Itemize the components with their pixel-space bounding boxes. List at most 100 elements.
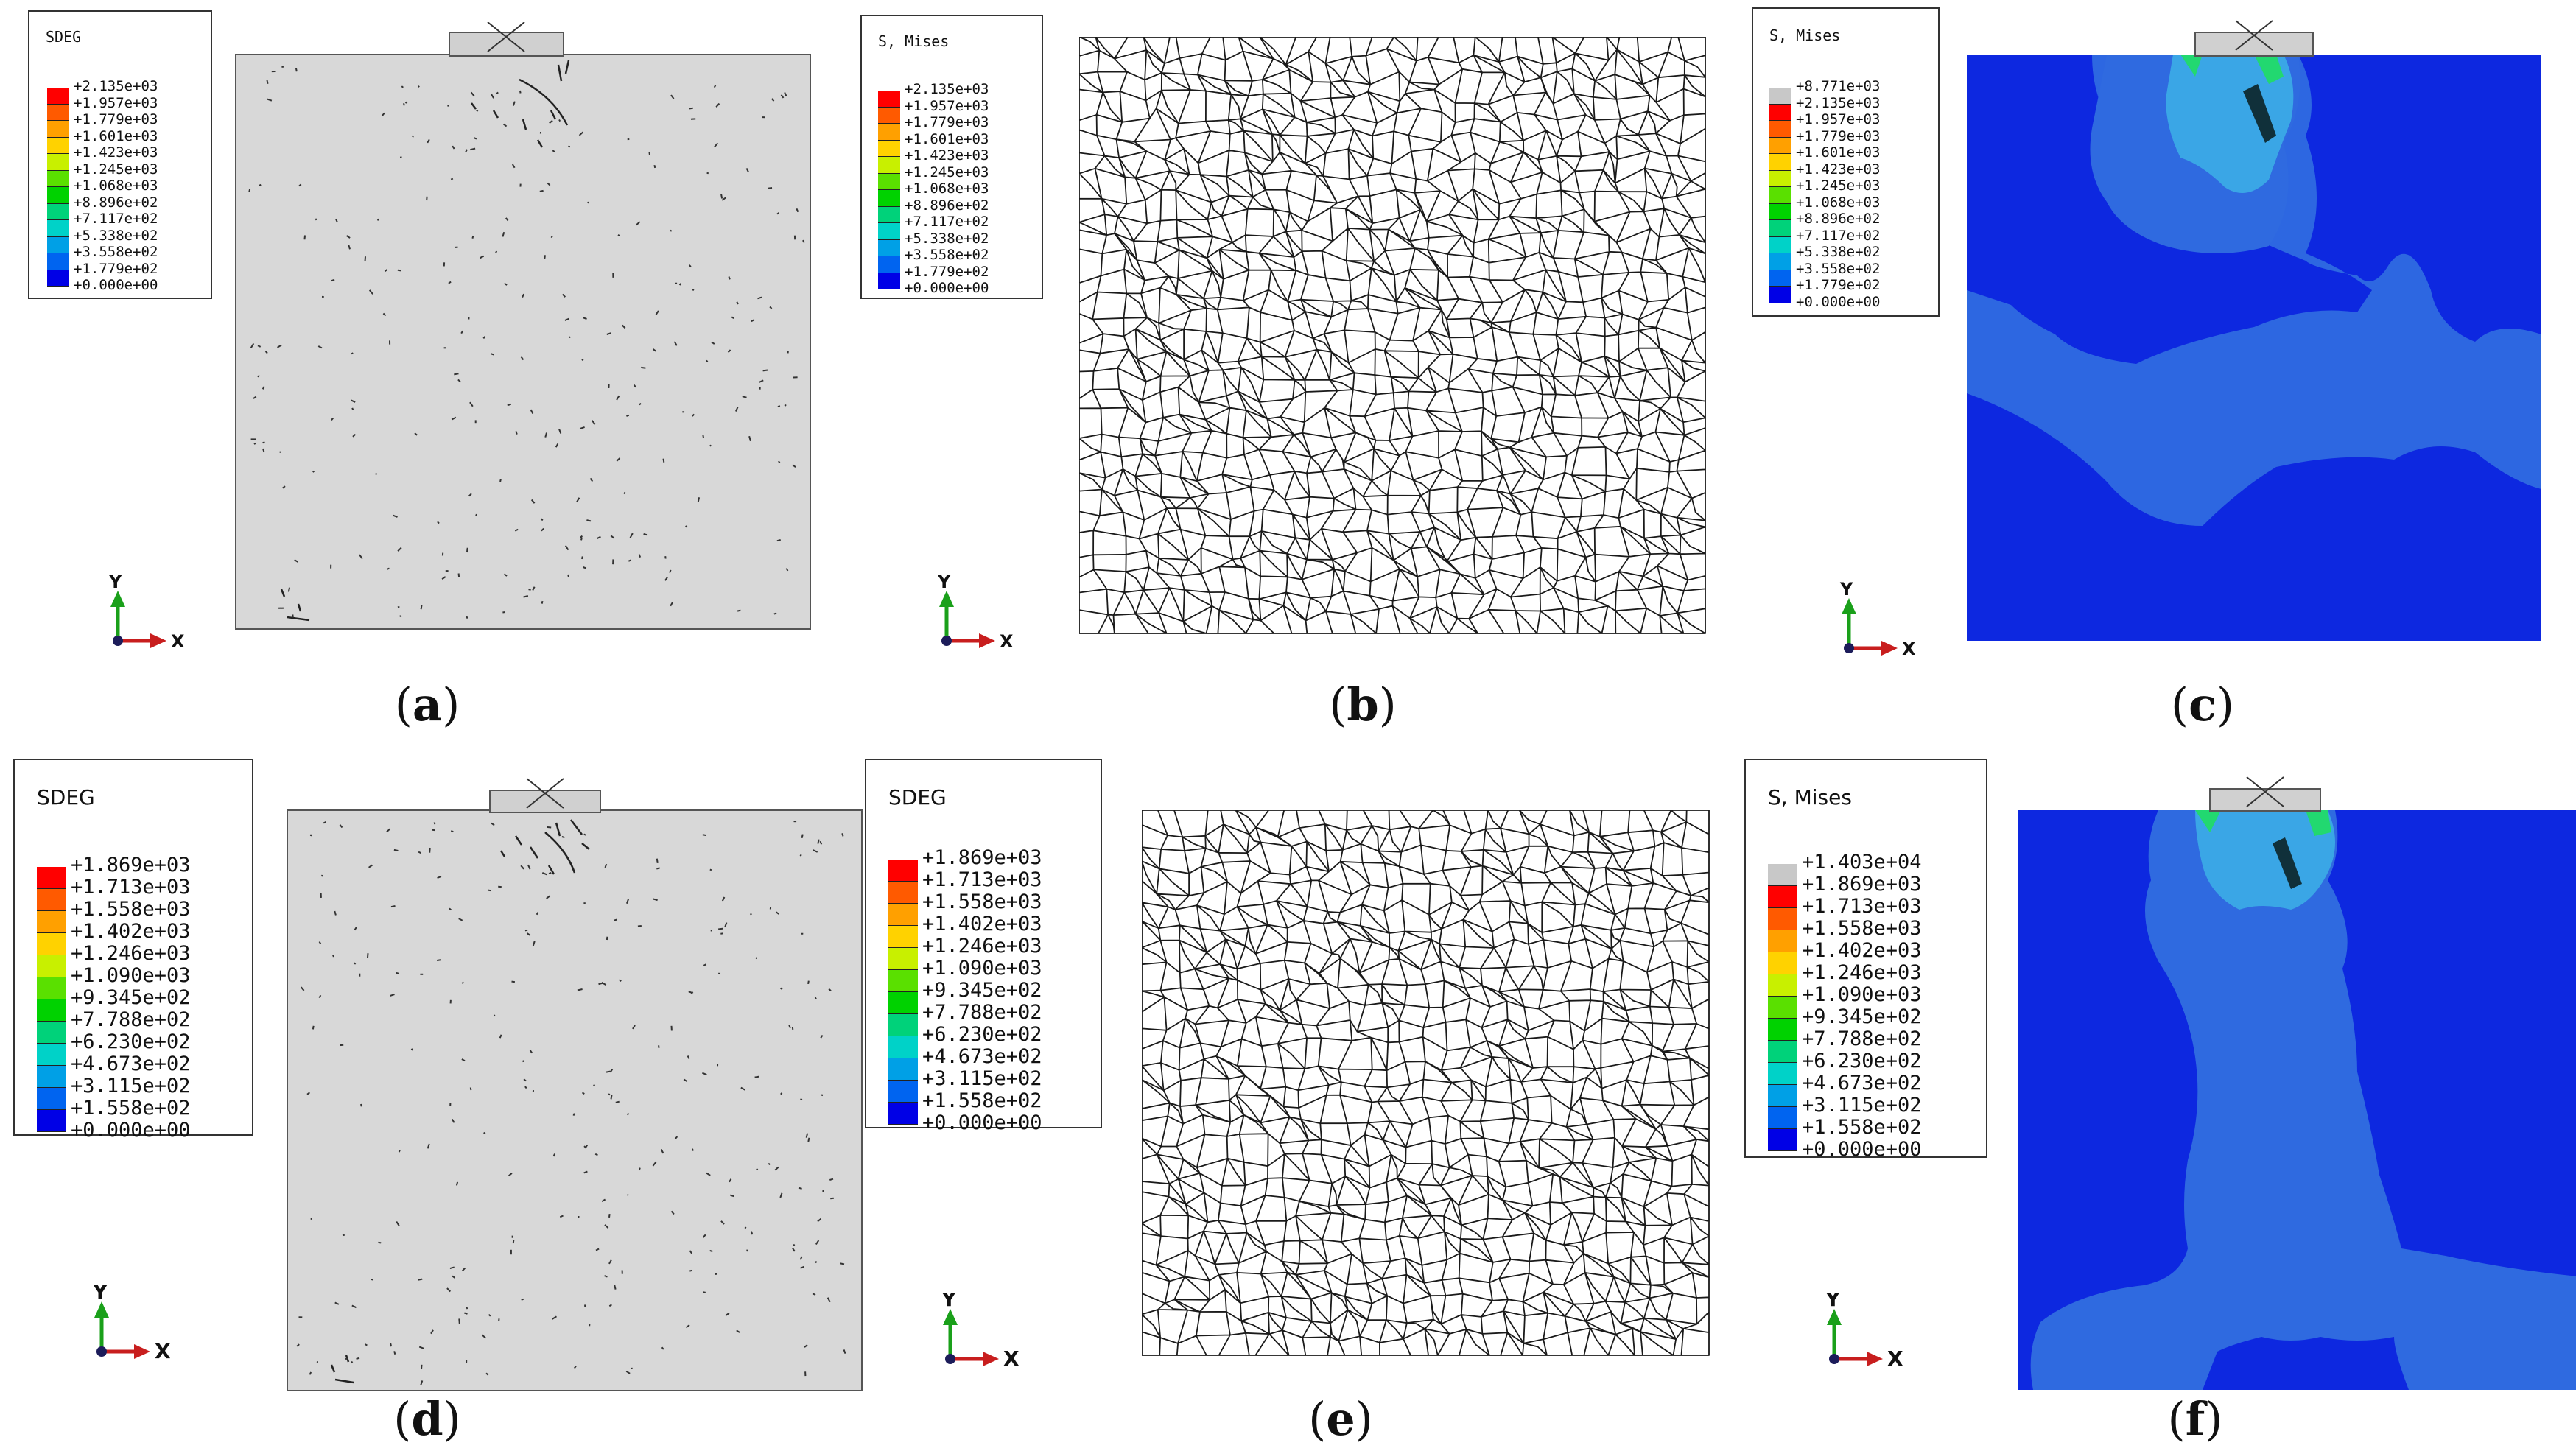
crack-cluster-top <box>471 60 570 148</box>
legend-value: +1.246e+03 <box>922 935 1042 958</box>
axis-triad-icon: Y X <box>937 575 1014 652</box>
legend-title: SDEG <box>37 785 95 809</box>
legend-value: +1.601e+03 <box>74 127 158 144</box>
legend-swatch <box>888 1058 918 1081</box>
axis-triad-icon: Y X <box>108 575 185 652</box>
legend-value: +7.117e+02 <box>905 214 989 230</box>
legend-value: +3.558e+02 <box>1796 260 1881 277</box>
legend-value: +6.230e+02 <box>1802 1050 1922 1072</box>
legend-swatch <box>878 140 900 158</box>
legend-value: +1.068e+03 <box>1796 194 1881 211</box>
legend-value: +1.957e+03 <box>74 94 158 111</box>
legend-swatch <box>37 1088 66 1110</box>
legend-swatch <box>878 256 900 273</box>
legend-title: SDEG <box>46 28 82 46</box>
legend-swatch <box>878 91 900 108</box>
legend-value: +2.135e+03 <box>74 78 158 94</box>
legend-swatch <box>47 236 69 254</box>
crack-cluster-bottom <box>280 589 310 622</box>
legend-value: +9.345e+02 <box>1802 1005 1922 1028</box>
legend-value: +1.423e+03 <box>74 144 158 161</box>
panel-e: SDEG +1.869e+03 +1.713e+03 +1.558e+03 +1.40… <box>854 729 1710 1451</box>
legend-value: +1.558e+03 <box>71 898 191 921</box>
axis-y-label: Y <box>108 575 122 592</box>
voronoi-grain-mesh <box>1079 37 1706 634</box>
legend-swatch <box>1768 1107 1797 1129</box>
legend-value: +1.090e+03 <box>922 957 1042 980</box>
legend-swatch <box>888 860 918 882</box>
axis-y-label: Y <box>1839 582 1853 600</box>
legend-swatch <box>47 170 69 188</box>
legend-value: +8.896e+02 <box>1796 211 1881 227</box>
legend-value: +5.338e+02 <box>905 230 989 247</box>
legend-value: +3.115e+02 <box>71 1075 191 1097</box>
legend-swatch <box>1769 154 1791 171</box>
stress-zone-high <box>2195 810 2335 910</box>
stress-zone-main <box>2030 810 2576 1390</box>
legend-value: +1.779e+03 <box>905 114 989 130</box>
axis-y-label: Y <box>941 1293 957 1311</box>
legend-value: +1.090e+03 <box>1802 983 1922 1006</box>
legend-value: +1.423e+03 <box>1796 161 1881 178</box>
crack-cluster-top <box>499 819 590 875</box>
legend-swatch <box>888 926 918 948</box>
legend-value: +1.423e+03 <box>905 147 989 164</box>
legend-swatch <box>888 1036 918 1058</box>
panel-a: SDEG +2.135e+03 +1.957e+03 +1.779e+03 +1.60… <box>0 0 854 731</box>
legend-b: S, Mises +2.135e+03 +1.957e+03 +1.779e+03 +… <box>860 15 1043 299</box>
legend-swatch <box>47 253 69 270</box>
legend-swatch <box>1768 997 1797 1019</box>
axis-x-label: X <box>1003 1346 1019 1371</box>
legend-title: S, Mises <box>1768 785 1852 809</box>
legend-swatch <box>1769 287 1791 303</box>
legend-a: SDEG +2.135e+03 +1.957e+03 +1.779e+03 +1.60… <box>28 10 212 299</box>
caption-e: (e) <box>1308 1392 1373 1446</box>
legend-value: +1.713e+03 <box>1802 895 1922 918</box>
panel-c: S, Mises +8.771e+03 +2.135e+03 +1.957e+03 +… <box>1702 0 2576 731</box>
legend-swatch <box>37 977 66 999</box>
legend-e: SDEG +1.869e+03 +1.713e+03 +1.558e+03 +1.40… <box>865 759 1102 1134</box>
specimen-d <box>287 778 863 1391</box>
legend-d: SDEG +1.869e+03 +1.713e+03 +1.558e+03 +1.40… <box>13 759 253 1142</box>
legend-swatch <box>37 867 66 889</box>
legend-swatch <box>878 273 900 290</box>
caption-f: (f) <box>2167 1392 2223 1446</box>
legend-swatch <box>888 904 918 926</box>
axis-triad-icon: Y X <box>1825 1293 1903 1371</box>
legend-value: +0.000e+00 <box>74 277 158 293</box>
axis-y-label: Y <box>1825 1293 1841 1311</box>
legend-swatch <box>1768 1129 1797 1151</box>
legend-value: +3.115e+02 <box>1802 1094 1922 1117</box>
legend-value: +1.957e+03 <box>1796 111 1881 127</box>
legend-swatch <box>47 121 69 138</box>
axis-x-label: X <box>1000 631 1014 652</box>
legend-swatch <box>47 137 69 155</box>
legend-swatch <box>37 1022 66 1044</box>
legend-swatch <box>1769 236 1791 254</box>
legend-value: +8.896e+02 <box>905 197 989 214</box>
legend-value: +0.000e+00 <box>71 1119 191 1142</box>
stress-zone-high <box>2166 55 2294 193</box>
legend-swatch <box>1769 253 1791 270</box>
legend-swatch <box>1769 203 1791 221</box>
legend-value: +1.779e+02 <box>1796 277 1881 293</box>
legend-title: S, Mises <box>1769 27 1841 44</box>
legend-swatch <box>37 1110 66 1132</box>
legend-value: +8.896e+02 <box>74 194 158 211</box>
legend-value: +7.117e+02 <box>1796 227 1881 244</box>
stress-contour-f <box>2018 776 2576 1390</box>
legend-value: +1.601e+03 <box>1796 144 1881 161</box>
legend-value: +1.601e+03 <box>905 130 989 147</box>
panel-d: SDEG +1.869e+03 +1.713e+03 +1.558e+03 +1.40… <box>0 729 863 1451</box>
legend-swatch <box>878 107 900 124</box>
legend-value: +7.117e+02 <box>74 211 158 227</box>
legend-swatch <box>1768 930 1797 952</box>
axis-triad-icon: Y X <box>92 1285 171 1363</box>
legend-value: +2.135e+03 <box>905 81 989 97</box>
legend-value: +1.068e+03 <box>74 178 158 194</box>
legend-swatch <box>37 911 66 933</box>
legend-value: +1.713e+03 <box>71 876 191 899</box>
caption-c: (c) <box>2170 678 2235 731</box>
legend-swatch <box>37 999 66 1022</box>
legend-value: +1.558e+03 <box>922 890 1042 913</box>
